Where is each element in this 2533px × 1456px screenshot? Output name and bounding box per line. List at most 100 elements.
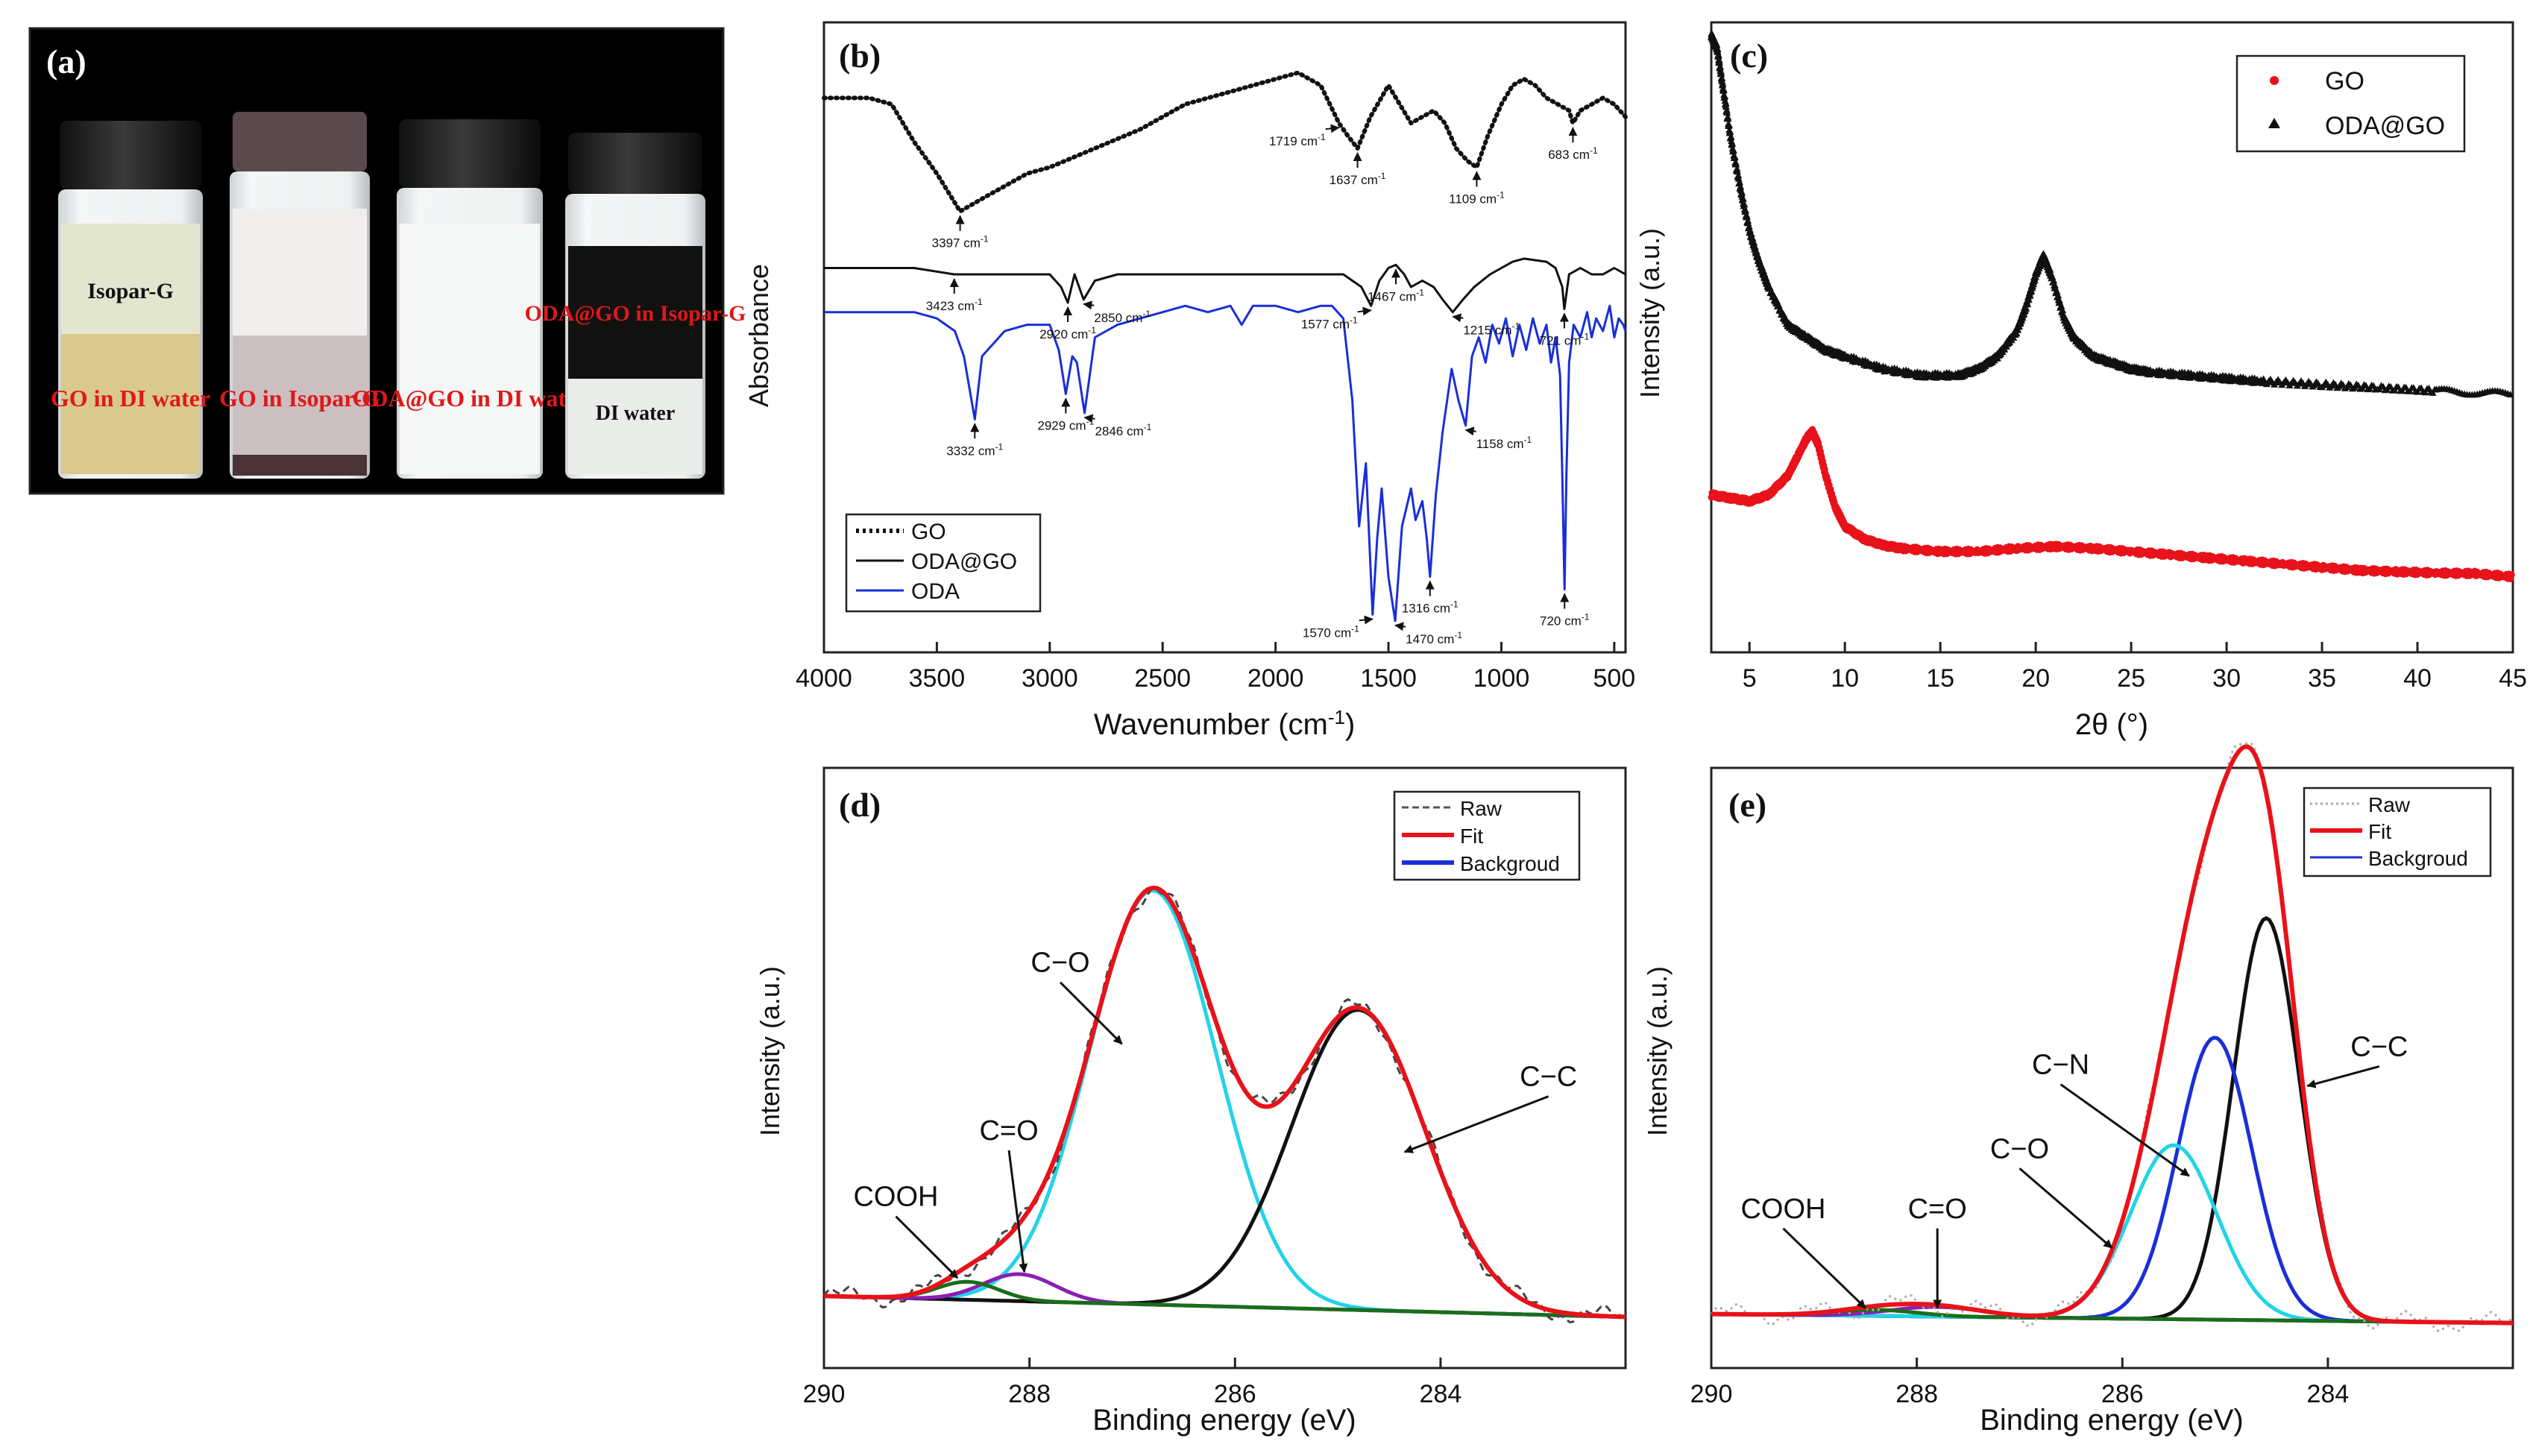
panel-e-xlabel: Binding energy (eV)	[1980, 1404, 2244, 1437]
vial-3-cap	[399, 119, 541, 188]
data-point	[1734, 171, 1743, 179]
x-tick-label: 4000	[796, 664, 852, 693]
vial-3: ODA@GO in DI water	[352, 119, 588, 479]
panel-d-ylabel: Intensity (a.u.)	[755, 966, 785, 1136]
annotation-label: 683 cm-1	[1548, 145, 1598, 162]
data-point	[1721, 92, 1729, 100]
x-tick-label: 286	[2101, 1380, 2144, 1408]
data-point	[1726, 127, 1734, 135]
component-cooh	[823, 1279, 1626, 1320]
peak-label-arrow	[1059, 981, 1123, 1045]
x-tick-label: 284	[2307, 1380, 2350, 1408]
data-point	[2051, 281, 2059, 289]
annotation-arrow	[1359, 615, 1374, 625]
peak-label: C=O	[979, 1115, 1038, 1147]
legend-fit-label: Fit	[1460, 825, 1483, 848]
annotation-label: 3332 cm-1	[946, 441, 1003, 458]
vial-3-bottom-text: ODA@GO in DI water	[352, 385, 587, 412]
raw-line	[822, 886, 1626, 1324]
panel-e-frame	[1710, 766, 2514, 1370]
data-point	[1732, 160, 1740, 168]
data-point	[1714, 45, 1722, 52]
data-point	[1729, 146, 1737, 154]
legend-oda-label: ODA	[911, 579, 960, 604]
series-oda-at-go	[1708, 29, 2514, 398]
data-point	[2046, 265, 2054, 273]
data-point	[1749, 234, 1757, 242]
data-point	[1716, 59, 1723, 66]
data-point	[1728, 139, 1737, 147]
data-point	[1717, 70, 1725, 77]
panel-b-x-ticks: 4000 3500 3000 2500 2000 1500 1000 500	[796, 642, 1635, 693]
data-point	[1747, 230, 1755, 237]
panel-b-series	[822, 70, 1628, 623]
data-point	[1736, 178, 1743, 186]
panel-b-xlabel: Wavenumber (cm-1)	[1094, 706, 1356, 741]
vial-2: GO in Isopar-G	[219, 112, 380, 479]
annotation-label: 1215 cm-1	[1463, 321, 1520, 338]
vial-4-cap	[568, 133, 702, 194]
x-tick-label: 500	[1593, 664, 1635, 693]
peak-label-arrow	[2018, 1167, 2113, 1249]
data-point	[2506, 391, 2514, 398]
data-point	[1781, 315, 1790, 322]
data-point	[1727, 133, 1735, 140]
series-oda-at-go	[824, 257, 1626, 314]
peak-label-arrow	[1782, 1227, 1866, 1309]
series-go	[822, 70, 1628, 214]
legend-raw-label: Raw	[1460, 797, 1503, 820]
data-point	[1731, 154, 1739, 160]
data-point	[1722, 99, 1730, 107]
x-tick-label: 10	[1831, 664, 1859, 693]
x-tick-label: 1500	[1360, 664, 1417, 693]
peak-label-arrow	[2306, 1065, 2380, 1088]
series-oda	[824, 304, 1627, 623]
data-point	[1718, 74, 1726, 81]
panel-e-series	[1710, 742, 2514, 1333]
panel-e: (e) Intensity (a.u.) Binding energy (eV)…	[1642, 742, 2514, 1437]
x-tick-label: 290	[803, 1380, 846, 1408]
peak-label: C−O	[1990, 1133, 2049, 1165]
vial-2-sediment	[233, 455, 367, 476]
panel-d-peak-labels: C−O C−C C=O COOH	[853, 948, 1577, 1279]
vial-2-bottom-text: GO in Isopar-G	[219, 385, 380, 412]
x-tick-label: 45	[2499, 664, 2527, 693]
data-point	[1740, 201, 1749, 208]
peak-label: C−C	[1520, 1062, 1577, 1093]
annotation-label: 1109 cm-1	[1449, 189, 1505, 206]
peak-label: COOH	[1740, 1194, 1825, 1225]
data-point	[2421, 388, 2429, 396]
data-point	[2024, 296, 2033, 303]
data-point	[1751, 243, 1759, 250]
data-point	[1738, 189, 1746, 196]
peak-label-arrow	[2060, 1083, 2190, 1177]
data-point	[1734, 168, 1741, 175]
data-point	[2508, 571, 2515, 579]
data-point	[1717, 63, 1724, 70]
annotation-label: 2850 cm-1	[1094, 309, 1151, 325]
panel-c-xlabel: 2θ (°)	[2075, 708, 2148, 741]
panel-b-legend: GO ODA@GO ODA	[845, 513, 1042, 613]
data-point	[1714, 51, 1722, 59]
panel-c-frame	[1710, 21, 2514, 654]
annotation-label: 2929 cm-1	[1037, 417, 1094, 433]
data-point	[1723, 109, 1731, 116]
data-point	[1750, 239, 1758, 246]
vial-1: Isopar-G GO in DI water	[51, 121, 210, 479]
annotation-arrow	[1464, 426, 1476, 436]
data-point	[2057, 302, 2065, 309]
data-point	[1719, 86, 1728, 93]
annotation-arrow	[1394, 622, 1406, 631]
x-tick-label: 3500	[909, 664, 966, 693]
peak-label: C=O	[1908, 1194, 1967, 1225]
panel-c: (c) Intensity (a.u.) 2θ (°) 5 10 15 20 25 30 3…	[1634, 21, 2527, 741]
data-point	[1737, 183, 1745, 190]
legend-background-label: Backgroud	[1460, 852, 1560, 875]
annotation-arrow	[1083, 414, 1095, 423]
data-point	[1719, 80, 1727, 87]
data-point	[1743, 213, 1751, 220]
legend-raw-label: Raw	[2368, 793, 2411, 816]
annotation-label: 1570 cm-1	[1303, 623, 1359, 640]
x-tick-label: 3000	[1022, 664, 1078, 693]
